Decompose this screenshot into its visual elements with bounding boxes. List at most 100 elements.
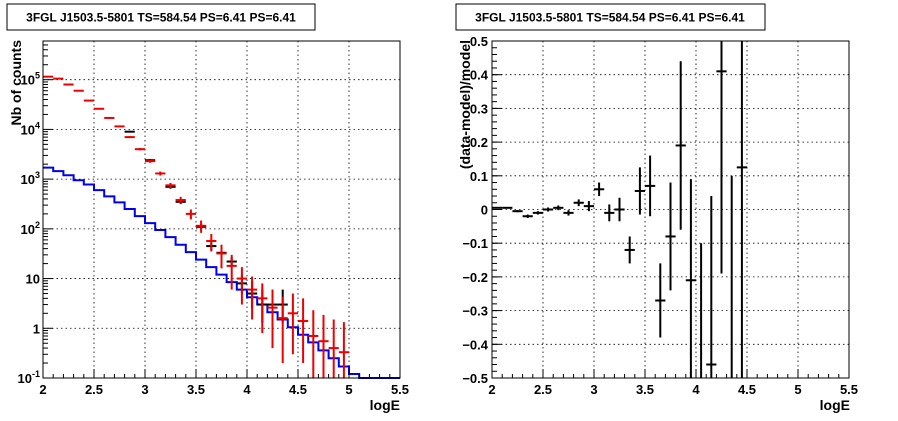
data-point — [594, 182, 605, 197]
data-point — [53, 77, 64, 80]
x-tick-label: 4.5 — [738, 382, 756, 397]
x-tick-label: 3.5 — [636, 382, 654, 397]
data-point — [573, 199, 584, 207]
residuals-y-axis-label: (data-model)/model — [457, 40, 473, 169]
data-point — [226, 254, 237, 290]
data-point — [175, 196, 186, 204]
y-tick-label: 102 — [21, 220, 40, 237]
data-point — [83, 99, 94, 102]
data-point — [318, 314, 329, 378]
y-tick-label: −0.1 — [462, 236, 488, 251]
data-point — [206, 233, 217, 252]
data-point — [104, 116, 115, 119]
data-point — [706, 196, 717, 378]
x-tick-label: 4 — [243, 382, 251, 397]
counts-title-box — [6, 3, 316, 31]
y-tick-label: −0.5 — [462, 371, 488, 386]
counts-y-axis-label: Nb of counts — [8, 40, 24, 126]
residuals-y-tick-labels: −0.5 −0.4 −0.3 −0.2 −0.1 0 0.1 0.2 0.3 0.4 0.5 — [462, 34, 488, 386]
data-point — [196, 220, 207, 233]
data-point — [114, 125, 125, 128]
counts-panel: 3FGL J1503.5-5801 TS=584.54 PS=6.41 PS=6… — [6, 3, 409, 413]
data-point — [543, 207, 554, 212]
y-tick-label: 10 — [26, 272, 40, 287]
counts-x-axis-label: logE — [370, 397, 400, 413]
residuals-x-axis-label: logE — [820, 397, 850, 413]
data-point — [675, 61, 686, 230]
data-point — [604, 204, 615, 222]
y-tick-label: 0.5 — [470, 34, 488, 49]
y-tick-label: −0.4 — [462, 337, 488, 352]
data-point — [124, 136, 135, 139]
x-tick-label: 2.5 — [534, 382, 552, 397]
counts-title: 3FGL J1503.5-5801 TS=584.54 PS=6.41 PS=6… — [26, 11, 296, 25]
residuals-panel: 3FGL J1503.5-5801 TS=584.54 PS=6.41 PS=6… — [455, 3, 858, 413]
counts-series — [43, 75, 400, 379]
data-point — [655, 263, 666, 338]
counts-x-tick-labels: 2 2.5 3 3.5 4 4.5 5 5.5 — [39, 382, 409, 397]
model-histogram-line — [43, 166, 400, 379]
residuals-x-tick-labels: 2 2.5 3 3.5 4 4.5 5 5.5 — [488, 382, 858, 397]
data-point — [216, 244, 227, 269]
data-point — [145, 159, 156, 163]
x-tick-label: 2 — [488, 382, 495, 397]
y-tick-label: 0.3 — [470, 101, 488, 116]
data-point — [277, 296, 288, 364]
counts-plot-frame — [42, 40, 401, 379]
x-tick-label: 2.5 — [85, 382, 103, 397]
counts-ticks — [42, 44, 401, 379]
data-point — [298, 298, 309, 364]
data-point — [185, 209, 196, 220]
x-tick-label: 3.5 — [187, 382, 205, 397]
data-point — [43, 75, 54, 78]
x-tick-label: 5.5 — [391, 382, 409, 397]
x-tick-label: 5 — [345, 382, 352, 397]
data-point — [645, 155, 656, 217]
data-point — [308, 310, 319, 378]
y-tick-label: 103 — [21, 170, 40, 187]
data-point — [553, 205, 564, 211]
x-tick-label: 4 — [692, 382, 700, 397]
x-tick-label: 5 — [794, 382, 801, 397]
data-point — [563, 210, 574, 216]
data-point — [257, 283, 268, 334]
residuals-title-box — [455, 3, 766, 31]
x-tick-label: 3 — [590, 382, 597, 397]
residuals-grid — [492, 41, 849, 378]
data-point — [94, 107, 105, 110]
y-tick-label: 0 — [481, 203, 488, 218]
y-tick-label: −0.3 — [462, 304, 488, 319]
x-tick-label: 2 — [39, 382, 46, 397]
data-point — [634, 167, 645, 215]
data-point — [502, 206, 513, 209]
residuals-ticks — [491, 40, 850, 379]
y-tick-label: 1 — [33, 321, 40, 336]
residuals-series — [492, 41, 747, 378]
data-point — [522, 214, 533, 218]
x-tick-label: 3 — [141, 382, 148, 397]
counts-grid — [43, 41, 400, 378]
data-point — [512, 210, 523, 213]
data-point — [624, 236, 635, 264]
data-point — [165, 182, 176, 189]
x-tick-label: 5.5 — [840, 382, 858, 397]
y-tick-label: 0.1 — [470, 169, 488, 184]
data-point — [155, 171, 166, 176]
data-point — [134, 148, 145, 151]
data-point — [583, 201, 594, 212]
data-point — [247, 276, 258, 320]
data-point — [736, 41, 747, 378]
data-point — [685, 179, 696, 378]
y-tick-label: 10-1 — [18, 369, 40, 386]
y-tick-label: −0.2 — [462, 270, 488, 285]
data-point — [614, 197, 625, 222]
data-point — [63, 83, 74, 86]
data-point — [665, 182, 676, 291]
residuals-title: 3FGL J1503.5-5801 TS=584.54 PS=6.41 PS=6… — [475, 11, 745, 25]
x-tick-label: 4.5 — [289, 382, 307, 397]
data-point — [338, 322, 349, 378]
data-point — [267, 289, 278, 349]
data-point — [328, 319, 339, 378]
y-tick-label: 0.4 — [470, 68, 489, 83]
